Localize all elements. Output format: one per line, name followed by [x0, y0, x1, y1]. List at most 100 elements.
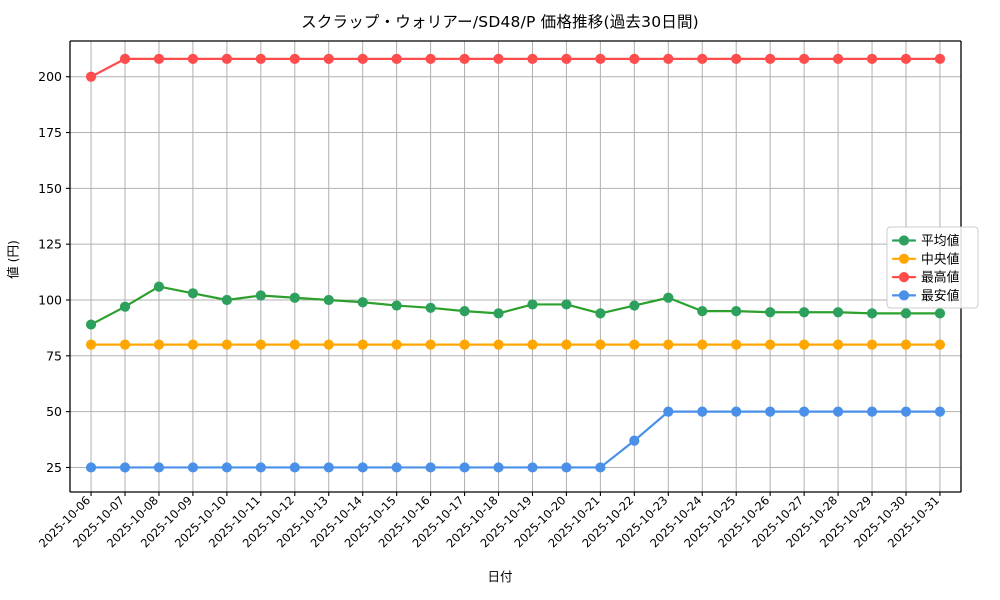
legend-label-3[interactable]: 最安値 [921, 288, 960, 304]
data-point [357, 462, 368, 473]
data-point [493, 462, 504, 473]
y-tick-label: 50 [46, 404, 62, 419]
data-point [561, 299, 572, 310]
series-最安値 [85, 406, 946, 473]
y-tick-label: 100 [38, 292, 62, 307]
data-point [561, 339, 572, 350]
data-point [866, 53, 878, 64]
data-point [255, 53, 266, 64]
data-point [697, 339, 708, 350]
legend-label-2[interactable]: 最高値 [921, 270, 960, 286]
data-point [459, 339, 470, 350]
data-point [799, 406, 810, 417]
data-point [391, 53, 402, 64]
data-point [663, 406, 674, 417]
data-point [527, 339, 538, 350]
data-point [731, 53, 742, 64]
data-point [866, 406, 878, 417]
data-point [595, 462, 606, 473]
data-point [561, 53, 572, 64]
data-point [697, 406, 708, 417]
data-point [357, 297, 368, 308]
data-point [629, 339, 640, 350]
data-point [799, 307, 810, 318]
data-point [323, 53, 334, 64]
data-point [459, 53, 470, 64]
data-point [595, 308, 606, 319]
data-point [323, 462, 334, 473]
data-point [663, 292, 674, 303]
data-point [119, 339, 131, 350]
data-point [493, 53, 504, 64]
data-point [391, 300, 402, 311]
data-point [323, 294, 334, 306]
data-point [85, 319, 97, 330]
data-point [629, 300, 640, 311]
data-point [900, 406, 912, 417]
legend-marker [898, 235, 910, 246]
series-中央値 [85, 339, 946, 350]
data-point [289, 339, 300, 350]
data-point [595, 53, 606, 64]
data-point [323, 339, 334, 350]
data-point [799, 339, 810, 350]
data-point [799, 53, 810, 64]
data-point [119, 53, 131, 64]
data-point [187, 462, 199, 473]
data-point [934, 339, 946, 350]
data-point [153, 281, 165, 292]
data-point [629, 53, 640, 64]
y-tick-labels: 25 50 75 100 125 150 175 200 [38, 69, 62, 475]
legend-marker [898, 290, 910, 301]
data-series-layer [85, 53, 946, 473]
data-point [832, 53, 844, 64]
data-point [731, 406, 742, 417]
data-point [765, 406, 776, 417]
data-point [934, 53, 946, 64]
chart-title: スクラップ・ウォリアー/SD48/P 価格推移(過去30日間) [301, 13, 699, 31]
data-point [187, 53, 199, 64]
data-point [153, 53, 165, 64]
series-平均値 [85, 281, 946, 330]
data-point [527, 53, 538, 64]
data-point [425, 302, 436, 313]
data-point [85, 462, 97, 473]
data-point [832, 307, 844, 318]
legend-label-0[interactable]: 平均値 [921, 233, 960, 249]
data-point [289, 292, 300, 303]
data-point [493, 308, 504, 319]
data-point [391, 339, 402, 350]
y-tick-label: 150 [38, 181, 62, 196]
legend-label-1[interactable]: 中央値 [921, 251, 960, 267]
data-point [425, 462, 436, 473]
data-point [765, 53, 776, 64]
y-tick-label: 25 [46, 460, 62, 475]
axis-ticks [66, 76, 941, 496]
data-point [459, 462, 470, 473]
data-point [221, 339, 232, 350]
data-point [153, 462, 165, 473]
data-point [425, 53, 436, 64]
data-point [221, 53, 232, 64]
data-point [900, 308, 912, 319]
data-point [832, 406, 844, 417]
data-point [934, 406, 946, 417]
series-line [89, 410, 942, 469]
data-point [493, 339, 504, 350]
data-point [119, 301, 131, 312]
data-point [629, 435, 640, 446]
data-point [221, 462, 232, 473]
data-point [187, 288, 199, 299]
data-point [900, 339, 912, 350]
x-tick-labels: 2025-10-062025-10-072025-10-082025-10-09… [36, 493, 942, 550]
data-point [934, 308, 946, 319]
data-point [221, 294, 232, 306]
data-point [255, 290, 266, 301]
data-point [391, 462, 402, 473]
legend-marker [898, 253, 910, 264]
data-point [561, 462, 572, 473]
data-point [765, 307, 776, 318]
data-point [731, 306, 742, 317]
